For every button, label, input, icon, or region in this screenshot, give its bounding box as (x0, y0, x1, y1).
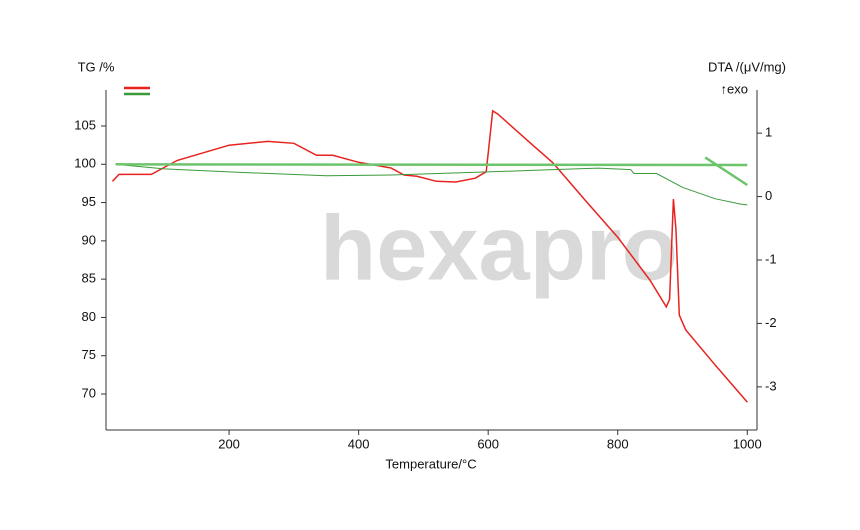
y2-tick-label: 1 (765, 125, 772, 140)
series-line (115, 163, 748, 167)
annotation: ↑exo (721, 81, 748, 96)
y2-tick-label: -2 (765, 315, 777, 330)
y2-axis-label: DTA /(μV/mg) (708, 59, 786, 74)
y-tick-label: 80 (82, 309, 96, 324)
y2-tick-label: -3 (765, 378, 777, 393)
y-tick-label: 75 (82, 347, 96, 362)
x-tick-label: 600 (477, 436, 499, 451)
y-axis-label: TG /% (78, 59, 115, 74)
series-line (115, 163, 748, 206)
x-axis-label: Temperature/°C (385, 456, 476, 471)
y-tick-label: 105 (74, 117, 96, 132)
series-line (704, 156, 748, 187)
y2-tick-label: -1 (765, 251, 777, 266)
y-tick-label: 70 (82, 385, 96, 400)
series-line (111, 109, 748, 403)
y2-tick-label: 0 (765, 188, 772, 203)
y-tick-label: 95 (82, 194, 96, 209)
x-tick-label: 1000 (733, 436, 762, 451)
x-tick-label: 200 (218, 436, 240, 451)
watermark: hexapro (320, 197, 678, 299)
x-tick-label: 800 (607, 436, 629, 451)
y-tick-label: 100 (74, 156, 96, 171)
y-tick-label: 85 (82, 271, 96, 286)
y-tick-label: 90 (82, 232, 96, 247)
x-tick-label: 400 (348, 436, 370, 451)
